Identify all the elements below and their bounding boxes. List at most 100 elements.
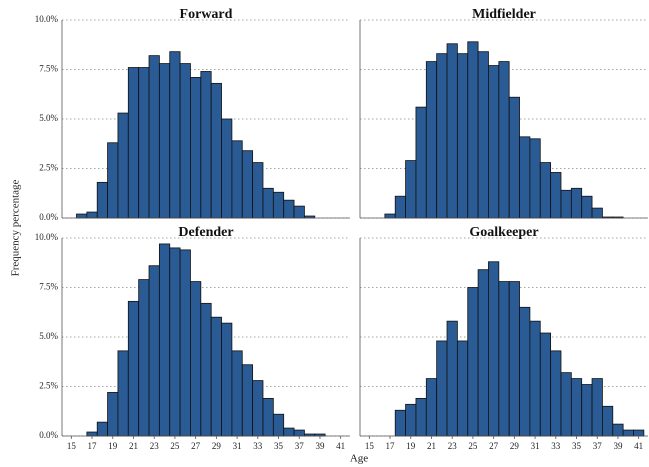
y-tick-label: 2.5%: [39, 163, 58, 173]
x-tick-label: 41: [336, 441, 345, 451]
bar: [179, 63, 191, 219]
bar: [241, 150, 254, 219]
bar: [117, 112, 129, 219]
x-tick-label: 25: [170, 441, 180, 451]
bar: [200, 71, 212, 219]
bar: [581, 384, 593, 437]
bar: [425, 61, 438, 219]
bar: [169, 51, 181, 219]
x-tick-label: 33: [253, 441, 263, 451]
y-tick-label: 5.0%: [39, 331, 58, 341]
bar: [231, 350, 243, 437]
bar: [477, 51, 489, 219]
bar: [210, 82, 222, 219]
bar: [283, 427, 295, 437]
bar: [96, 181, 108, 219]
bar: [550, 350, 562, 437]
bar: [415, 106, 427, 219]
x-tick-label: 29: [510, 441, 520, 451]
bar: [570, 187, 583, 219]
x-tick-label: 19: [406, 441, 416, 451]
bar: [107, 392, 119, 437]
bar: [272, 413, 285, 437]
bar: [570, 378, 583, 437]
bar: [252, 162, 264, 219]
bar: [96, 421, 108, 437]
bar: [86, 211, 98, 219]
y-tick-label: 0.0%: [39, 430, 58, 440]
bar: [272, 191, 285, 219]
bar: [508, 96, 520, 219]
panel-title: Midfielder: [472, 7, 536, 22]
bar: [425, 378, 438, 437]
x-tick-label: 29: [212, 441, 222, 451]
x-axis-label: Age: [350, 453, 368, 465]
bar: [519, 306, 531, 437]
bar: [591, 378, 603, 437]
bar: [508, 281, 520, 437]
x-tick-label: 25: [468, 441, 478, 451]
y-tick-label: 5.0%: [39, 113, 58, 123]
panel-title: Forward: [180, 7, 233, 22]
bar: [436, 53, 448, 219]
bar: [415, 397, 427, 437]
bar: [107, 142, 119, 219]
x-tick-label: 21: [427, 441, 436, 451]
x-tick-label: 41: [634, 441, 643, 451]
x-tick-label: 35: [572, 441, 582, 451]
bar: [283, 199, 295, 219]
bar: [612, 423, 624, 437]
bar: [394, 409, 406, 437]
bar: [446, 43, 458, 219]
x-tick-label: 27: [191, 441, 201, 451]
y-axis-label: Frequency percentage: [10, 179, 22, 276]
bar: [210, 316, 222, 437]
bar: [581, 195, 593, 219]
bar: [560, 372, 572, 437]
y-tick-label: 7.5%: [39, 282, 58, 292]
x-tick-label: 21: [129, 441, 138, 451]
bar: [148, 265, 160, 437]
bar: [539, 332, 552, 437]
y-tick-label: 2.5%: [39, 381, 58, 391]
bar: [467, 41, 479, 219]
bar: [127, 300, 140, 437]
bar: [158, 63, 171, 219]
bar: [488, 261, 500, 437]
bar: [190, 281, 202, 437]
x-tick-label: 23: [150, 441, 160, 451]
x-tick-label: 39: [315, 441, 325, 451]
bar: [138, 279, 150, 437]
panel-title: Goalkeeper: [469, 225, 538, 240]
bar: [86, 431, 98, 437]
x-tick-label: 37: [593, 441, 603, 451]
bar: [293, 429, 305, 437]
bar: [529, 138, 541, 219]
bar: [252, 380, 264, 437]
bar: [529, 320, 541, 437]
bar: [138, 67, 150, 219]
bar: [394, 195, 406, 219]
bar: [456, 53, 469, 219]
bar: [498, 281, 510, 437]
bar: [446, 320, 458, 437]
bar: [169, 247, 181, 437]
bar: [221, 118, 233, 219]
bar: [602, 405, 614, 437]
bar: [498, 61, 510, 219]
x-tick-label: 37: [295, 441, 305, 451]
bar: [148, 55, 160, 219]
bar: [179, 249, 191, 437]
x-tick-label: 31: [233, 441, 242, 451]
x-tick-label: 31: [531, 441, 540, 451]
panel-title: Defender: [178, 225, 233, 240]
y-tick-label: 10.0%: [35, 14, 59, 24]
bar: [262, 187, 274, 219]
x-tick-label: 33: [551, 441, 561, 451]
x-tick-label: 15: [365, 441, 375, 451]
bar: [633, 429, 645, 437]
x-tick-label: 15: [67, 441, 77, 451]
bar: [436, 340, 448, 437]
x-tick-label: 27: [489, 441, 499, 451]
bar: [190, 77, 202, 219]
